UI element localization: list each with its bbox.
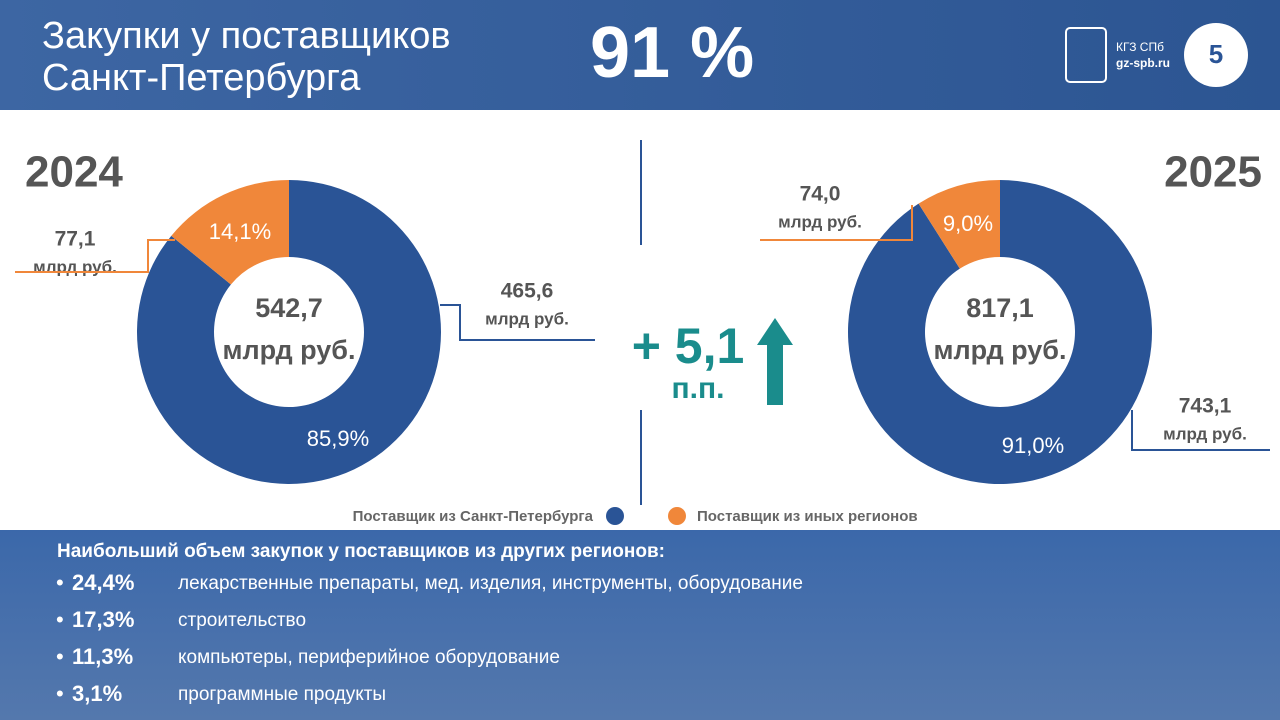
leader-line — [440, 304, 595, 341]
item-text: программные продукты — [178, 684, 386, 705]
amount-unit: млрд руб. — [778, 212, 862, 231]
page-number: 5 — [1209, 39, 1223, 69]
item-text: лекарственные препараты, мед. изделия, и… — [178, 573, 803, 594]
segment-label: 14,1% — [209, 219, 271, 244]
item-value: 24,4% — [72, 570, 134, 595]
footer-bg — [0, 530, 1280, 720]
item-value: 11,3% — [72, 644, 133, 669]
donut-segment — [918, 180, 1000, 269]
center-value: 542,7 — [255, 293, 323, 323]
bullet: • — [56, 607, 64, 632]
item-value: 17,3% — [72, 607, 134, 632]
title: Закупки у поставщиков — [42, 15, 451, 57]
item-value: 3,1% — [72, 681, 122, 706]
change-unit: п.п. — [672, 372, 725, 405]
amount-unit: млрд руб. — [33, 257, 117, 276]
page-badge — [1184, 23, 1248, 87]
center-unit: млрд руб. — [223, 335, 356, 365]
segment-label: 9,0% — [943, 211, 993, 236]
logo-icon — [1065, 27, 1107, 83]
bullet: • — [56, 644, 64, 669]
amount-value: 74,0 — [800, 183, 841, 206]
legend-dot — [668, 507, 686, 525]
segment-label: 85,9% — [307, 426, 369, 451]
details-heading: Наибольший объем закупок у поставщиков и… — [57, 541, 665, 562]
center-value: 817,1 — [966, 293, 1034, 323]
center-unit: млрд руб. — [934, 335, 1067, 365]
leader-line — [15, 239, 175, 273]
bullet: • — [56, 681, 64, 706]
item-text: компьютеры, периферийное оборудование — [178, 647, 560, 668]
legend-label: Поставщик из иных регионов — [697, 508, 918, 525]
amount-unit: млрд руб. — [485, 309, 569, 328]
legend-dot — [606, 507, 624, 525]
segment-label: 91,0% — [1002, 433, 1064, 458]
up-arrow — [757, 318, 793, 405]
amount-value: 465,6 — [501, 280, 554, 303]
bullet: • — [56, 570, 64, 595]
title: Санкт-Петербурга — [42, 57, 361, 99]
donut-segment — [848, 180, 1153, 484]
change-value: + 5,1 — [632, 318, 745, 374]
legend-label: Поставщик из Санкт-Петербурга — [353, 508, 594, 525]
leader-line — [760, 205, 913, 241]
amount-unit: млрд руб. — [1163, 424, 1247, 443]
site: gz-spb.ru — [1116, 56, 1170, 70]
headline: 91 % — [590, 13, 754, 93]
leader-line — [1131, 410, 1270, 451]
amount-value: 77,1 — [55, 228, 96, 251]
donut-segment — [136, 180, 441, 484]
logo-text: КГЗ СПб — [1116, 40, 1164, 54]
chart-title: 2024 — [25, 148, 123, 197]
amount-value: 743,1 — [1179, 395, 1232, 418]
chart-title: 2025 — [1164, 148, 1262, 197]
donut-segment — [171, 180, 289, 285]
item-text: строительство — [178, 610, 306, 631]
